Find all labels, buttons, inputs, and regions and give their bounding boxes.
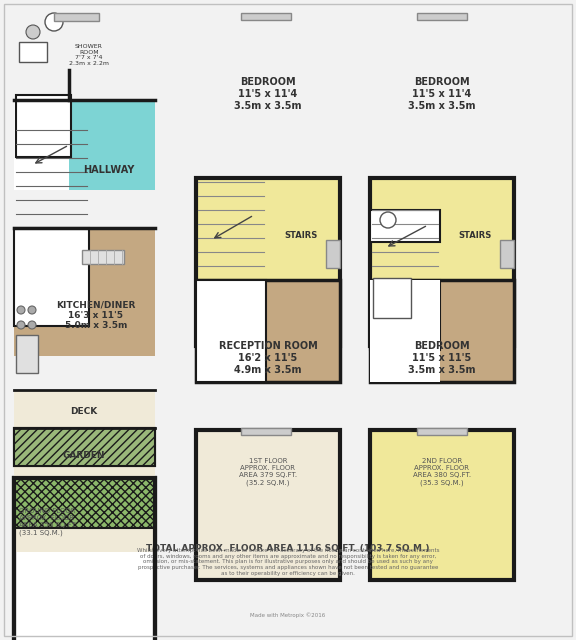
Bar	[54, 13, 99, 21]
Circle shape	[28, 321, 36, 329]
Bar	[500, 240, 514, 268]
Bar	[14, 228, 155, 356]
Bar	[241, 13, 291, 20]
Circle shape	[380, 212, 396, 228]
Text: 1ST FLOOR
APPROX. FLOOR
AREA 379 SQ.FT.
(35.2 SQ.M.): 1ST FLOOR APPROX. FLOOR AREA 379 SQ.FT. …	[239, 458, 297, 486]
Bar	[14, 100, 69, 190]
Text: BEDROOM
11'5 x 11'4
3.5m x 3.5m: BEDROOM 11'5 x 11'4 3.5m x 3.5m	[408, 77, 476, 111]
Text: STAIRS: STAIRS	[285, 230, 317, 239]
Bar	[196, 280, 340, 382]
Text: 2ND FLOOR
APPROX. FLOOR
AREA 380 SQ.FT.
(35.3 SQ.M.): 2ND FLOOR APPROX. FLOOR AREA 380 SQ.FT. …	[413, 458, 471, 486]
Bar	[16, 95, 71, 157]
Text: Made with Metropix ©2016: Made with Metropix ©2016	[251, 612, 325, 618]
Bar	[14, 478, 155, 640]
Bar	[14, 428, 155, 466]
Circle shape	[17, 321, 25, 329]
Bar	[370, 430, 514, 580]
Bar	[370, 280, 440, 382]
Text: SHOWER
ROOM
7'7 x 7'4
2.3m x 2.2m: SHOWER ROOM 7'7 x 7'4 2.3m x 2.2m	[69, 44, 109, 66]
Text: Whilst every attempt has been made to ensure the accuracy of the floor plan cont: Whilst every attempt has been made to en…	[137, 548, 439, 576]
Text: STAIRS: STAIRS	[458, 230, 492, 239]
Text: TOTAL APPROX. FLOOR AREA 1116 SQ.FT. (103.7 SQ.M.): TOTAL APPROX. FLOOR AREA 1116 SQ.FT. (10…	[146, 543, 430, 552]
Circle shape	[28, 306, 36, 314]
Circle shape	[45, 13, 63, 31]
Bar	[14, 478, 155, 640]
Text: BEDROOM
11'5 x 11'5
3.5m x 3.5m: BEDROOM 11'5 x 11'5 3.5m x 3.5m	[408, 341, 476, 374]
Bar	[19, 42, 47, 62]
Bar	[196, 430, 340, 580]
Text: KITCHEN/DINER
16'3 x 11'5
5.0m x 3.5m: KITCHEN/DINER 16'3 x 11'5 5.0m x 3.5m	[56, 300, 136, 330]
Bar	[373, 278, 411, 318]
Circle shape	[17, 306, 25, 314]
Text: HALLWAY: HALLWAY	[84, 165, 135, 175]
Bar	[196, 178, 340, 346]
Text: GROUND FLOOR
APPROX. FLOOR
AREA 356 SQ.FT.
(33.1 SQ.M.): GROUND FLOOR APPROX. FLOOR AREA 356 SQ.F…	[19, 508, 77, 536]
Bar	[326, 240, 340, 268]
Text: DECK: DECK	[70, 406, 97, 415]
Bar	[417, 428, 467, 435]
Bar	[370, 280, 514, 382]
Bar	[14, 478, 155, 528]
Bar	[16, 335, 38, 373]
Bar	[417, 13, 467, 20]
Bar	[196, 280, 266, 382]
Bar	[14, 428, 155, 466]
Bar	[14, 100, 155, 190]
Text: BEDROOM
11'5 x 11'4
3.5m x 3.5m: BEDROOM 11'5 x 11'4 3.5m x 3.5m	[234, 77, 302, 111]
Bar	[14, 390, 155, 552]
Bar	[370, 280, 440, 350]
Text: RECEPTION ROOM
16'2 x 11'5
4.9m x 3.5m: RECEPTION ROOM 16'2 x 11'5 4.9m x 3.5m	[219, 341, 317, 374]
Bar	[241, 428, 291, 435]
Bar	[370, 210, 440, 242]
Bar	[14, 228, 89, 326]
Text: GARDEN: GARDEN	[63, 451, 105, 460]
Bar	[82, 250, 124, 264]
Bar	[370, 178, 514, 346]
Circle shape	[26, 25, 40, 39]
